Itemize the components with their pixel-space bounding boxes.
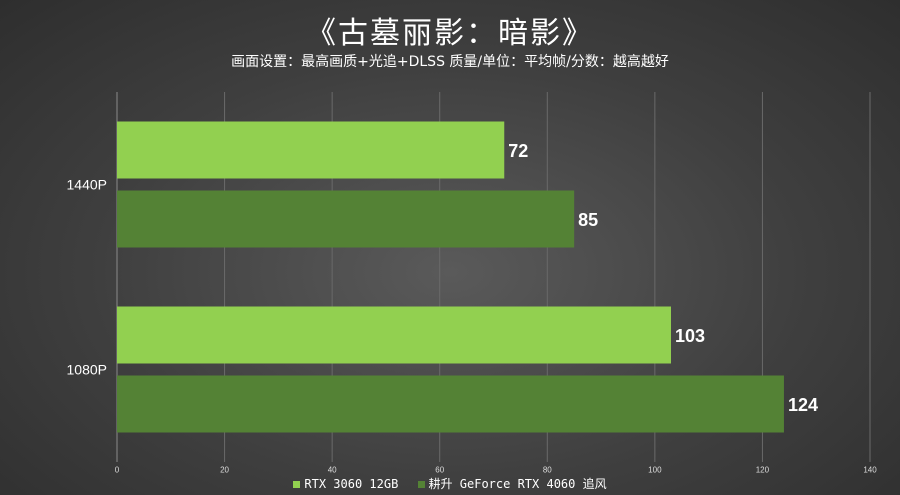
legend-label-series-1: RTX 3060 12GB bbox=[304, 477, 399, 491]
legend: RTX 3060 12GB 耕升 GeForce RTX 4060 追风 bbox=[0, 475, 900, 492]
legend-item-series-1: RTX 3060 12GB bbox=[293, 477, 398, 491]
x-tick-label: 60 bbox=[435, 466, 444, 475]
bar bbox=[117, 306, 671, 364]
legend-label-series-2: 耕升 GeForce RTX 4060 追风 bbox=[428, 477, 607, 491]
chart-title: 《古墓丽影：暗影》 bbox=[306, 16, 594, 51]
data-label: 85 bbox=[578, 210, 598, 230]
bar bbox=[117, 190, 575, 248]
category-label: 1440P bbox=[67, 177, 107, 193]
data-label: 124 bbox=[788, 395, 818, 415]
legend-swatch-series-2 bbox=[417, 481, 425, 488]
data-label: 103 bbox=[675, 326, 705, 346]
x-tick-label: 120 bbox=[756, 466, 770, 475]
legend-item-series-2: 耕升 GeForce RTX 4060 追风 bbox=[417, 475, 607, 492]
x-tick-label: 100 bbox=[648, 466, 662, 475]
data-label: 72 bbox=[508, 141, 528, 161]
legend-swatch-series-1 bbox=[293, 481, 301, 488]
bar bbox=[117, 121, 505, 179]
bar bbox=[117, 375, 784, 433]
x-tick-label: 40 bbox=[328, 466, 337, 475]
x-tick-label: 140 bbox=[863, 466, 877, 475]
category-label: 1080P bbox=[67, 362, 107, 378]
x-tick-label: 80 bbox=[543, 466, 552, 475]
chart-subtitle: 画面设置：最高画质+光追+DLSS 质量/单位：平均帧/分数：越高越好 bbox=[231, 54, 669, 70]
x-tick-label: 20 bbox=[220, 466, 229, 475]
x-tick-label: 0 bbox=[115, 466, 120, 475]
